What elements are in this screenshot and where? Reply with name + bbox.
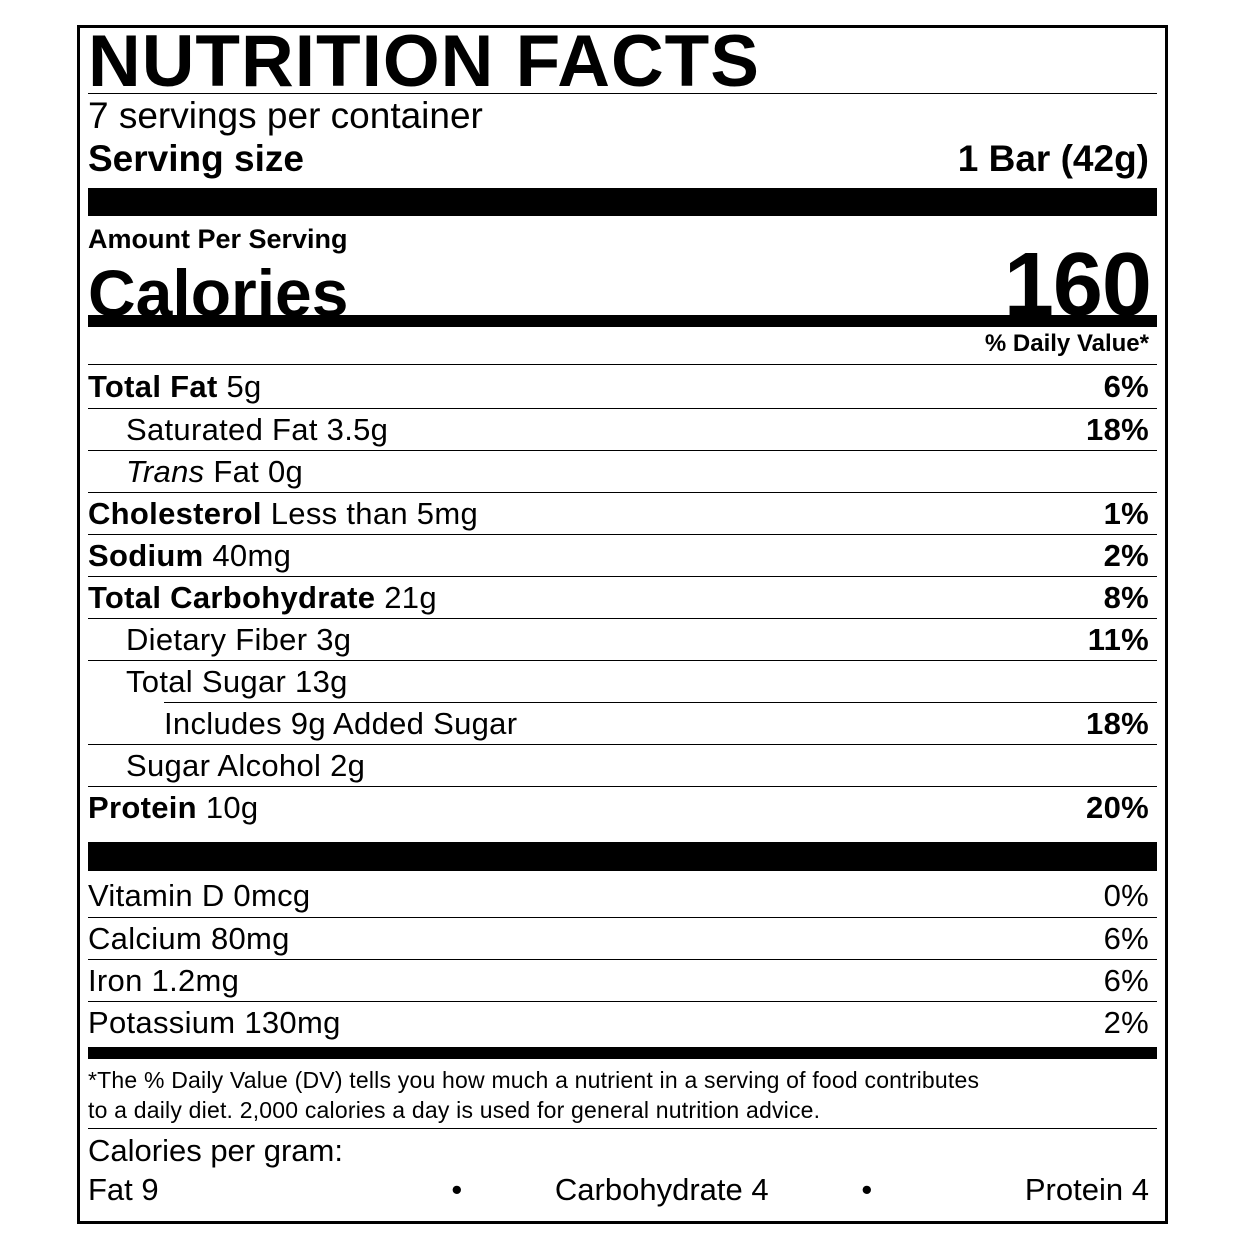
- nutrient-row: Protein 10g 20%: [88, 786, 1157, 828]
- medium-divider: [88, 1047, 1157, 1059]
- nutrient-daily-value: 6%: [1103, 369, 1149, 404]
- vitamin-name: Potassium 130mg: [88, 1004, 341, 1040]
- divider: [88, 1128, 1157, 1129]
- vitamin-row: Iron 1.2mg 6%: [88, 959, 1157, 1001]
- nutrient-row: Saturated Fat 3.5g 18%: [88, 408, 1157, 450]
- nutrient-label: Sodium 40mg: [88, 538, 291, 574]
- servings-per-container: 7 servings per container: [88, 95, 483, 136]
- fat-calories: Fat 9: [88, 1172, 159, 1207]
- nutrient-row: Total Fat 5g 6%: [88, 366, 1157, 408]
- calories-per-gram-row: Fat 9 • Carbohydrate 4 • Protein 4: [88, 1171, 1157, 1209]
- bullet: •: [451, 1172, 463, 1207]
- nutrient-amount: 21g: [384, 579, 437, 615]
- nutrient-name-suffix: Fat: [213, 453, 260, 489]
- nutrient-daily-value: 18%: [1086, 411, 1149, 447]
- nutrition-facts-label: NUTRITION FACTS 7 servings per container…: [77, 25, 1168, 1224]
- vitamin-daily-value: 0%: [1103, 878, 1149, 913]
- nutrient-amount: 5g: [226, 369, 262, 404]
- nutrient-label: Trans Fat 0g: [88, 454, 303, 490]
- thick-divider: [88, 842, 1157, 871]
- daily-value-header: % Daily Value*: [984, 330, 1149, 357]
- nutrient-row: Sodium 40mg 2%: [88, 534, 1157, 576]
- nutrient-label: Total Fat 5g: [88, 369, 262, 405]
- nutrient-label: Includes 9g Added Sugar: [164, 706, 517, 742]
- amount-per-serving: Amount Per Serving: [88, 224, 348, 254]
- nutrient-label: Cholesterol Less than 5mg: [88, 496, 478, 532]
- nutrient-amount: 13g: [295, 663, 348, 699]
- nutrient-label: Saturated Fat 3.5g: [88, 412, 388, 448]
- nutrient-name: Protein: [88, 789, 197, 825]
- protein-calories: Protein 4: [1024, 1172, 1149, 1207]
- vitamin-daily-value: 2%: [1103, 1004, 1149, 1040]
- nutrient-amount: 3g: [316, 621, 352, 657]
- nutrient-name: Dietary Fiber: [126, 621, 308, 657]
- footnote-line: to a daily diet. 2,000 calories a day is…: [88, 1097, 821, 1123]
- nutrient-list: Total Fat 5g 6% Saturated Fat 3.5g 18% Trans…: [88, 366, 1157, 828]
- medium-divider: [88, 315, 1157, 327]
- nutrient-row: Total Carbohydrate 21g 8%: [88, 576, 1157, 618]
- nutrient-name: Includes 9g Added Sugar: [164, 705, 518, 741]
- label-title: NUTRITION FACTS: [88, 21, 760, 102]
- nutrient-row: Includes 9g Added Sugar 18%: [164, 702, 1157, 744]
- nutrient-label: Total Sugar 13g: [88, 664, 348, 700]
- nutrient-daily-value: 8%: [1103, 579, 1149, 615]
- nutrient-daily-value: 20%: [1086, 789, 1149, 825]
- nutrient-amount: 2g: [330, 747, 366, 783]
- nutrient-label: Dietary Fiber 3g: [88, 622, 351, 658]
- nutrient-name: Total Fat: [88, 369, 218, 404]
- vitamin-list: Vitamin D 0mcg 0% Calcium 80mg 6% Iron 1.2mg…: [88, 875, 1157, 1043]
- footnote-line: *The % Daily Value (DV) tells you how mu…: [88, 1067, 980, 1093]
- nutrient-amount: Less than 5mg: [270, 495, 479, 531]
- vitamin-name: Calcium 80mg: [88, 920, 290, 956]
- nutrient-label: Sugar Alcohol 2g: [88, 748, 365, 784]
- vitamin-name: Vitamin D 0mcg: [88, 878, 311, 913]
- nutrient-row: Total Sugar 13g: [88, 660, 1157, 702]
- nutrient-name: Total Sugar: [126, 663, 287, 699]
- nutrient-name: Total Carbohydrate: [88, 579, 376, 615]
- nutrient-row: Trans Fat 0g: [88, 450, 1157, 492]
- serving-size-value: 1 Bar (42g): [957, 138, 1149, 179]
- vitamin-daily-value: 6%: [1103, 962, 1149, 998]
- nutrient-name: Sodium: [88, 537, 204, 573]
- vitamin-row: Vitamin D 0mcg 0%: [88, 875, 1157, 917]
- nutrient-daily-value: 2%: [1103, 537, 1149, 573]
- nutrient-name: Saturated Fat: [126, 411, 318, 447]
- thick-divider: [88, 188, 1157, 216]
- nutrient-name: Sugar Alcohol: [126, 747, 322, 783]
- nutrient-daily-value: 1%: [1103, 495, 1149, 531]
- calories-per-gram-label: Calories per gram:: [88, 1133, 343, 1168]
- nutrient-daily-value: 11%: [1087, 621, 1149, 657]
- nutrient-name: Trans: [126, 453, 205, 489]
- vitamin-row: Potassium 130mg 2%: [88, 1001, 1157, 1043]
- nutrient-label: Total Carbohydrate 21g: [88, 580, 437, 616]
- nutrient-daily-value: 18%: [1086, 705, 1149, 741]
- divider: [88, 93, 1157, 94]
- nutrient-row: Dietary Fiber 3g 11%: [88, 618, 1157, 660]
- nutrient-label: Protein 10g: [88, 790, 258, 826]
- divider: [88, 364, 1157, 365]
- nutrient-amount: 40mg: [212, 537, 292, 573]
- vitamin-row: Calcium 80mg 6%: [88, 917, 1157, 959]
- nutrient-amount: 3.5g: [326, 411, 389, 447]
- nutrient-row: Sugar Alcohol 2g: [88, 744, 1157, 786]
- serving-size-row: Serving size 1 Bar (42g): [88, 138, 1157, 180]
- nutrient-amount: 0g: [268, 453, 304, 489]
- nutrient-name: Cholesterol: [88, 495, 262, 531]
- vitamin-name: Iron 1.2mg: [88, 962, 240, 998]
- bullet: •: [861, 1172, 873, 1207]
- vitamin-daily-value: 6%: [1103, 920, 1149, 956]
- nutrient-row: Cholesterol Less than 5mg 1%: [88, 492, 1157, 534]
- footnote: *The % Daily Value (DV) tells you how mu…: [88, 1065, 1157, 1125]
- carb-calories: Carbohydrate 4: [554, 1172, 769, 1207]
- serving-size-label: Serving size: [88, 138, 304, 179]
- nutrient-amount: 10g: [205, 789, 259, 825]
